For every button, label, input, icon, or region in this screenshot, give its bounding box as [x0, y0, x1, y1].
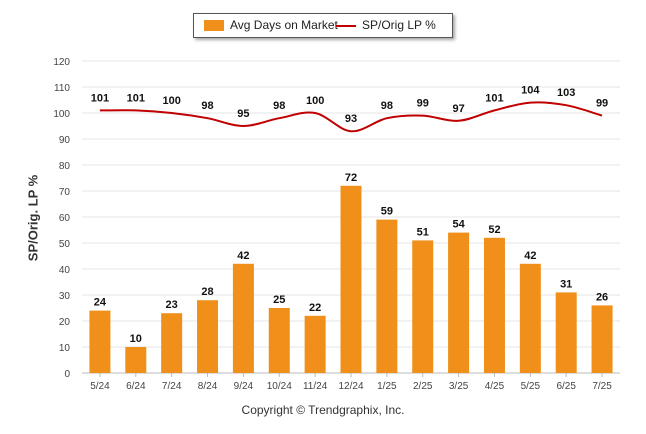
y-tick-label: 40	[59, 265, 71, 276]
bar	[304, 315, 326, 373]
y-tick-label: 0	[64, 369, 70, 380]
bar-value-label: 59	[381, 206, 393, 218]
bar	[340, 185, 362, 373]
bar-value-label: 26	[596, 291, 608, 303]
bar	[448, 232, 470, 373]
bar	[232, 263, 254, 373]
bar-value-label: 42	[524, 250, 536, 262]
bar	[376, 219, 398, 373]
line-series-path	[99, 101, 603, 133]
line-value-label: 103	[557, 87, 575, 99]
x-tick-label: 6/24	[126, 381, 146, 392]
x-tick-label: 6/25	[556, 381, 576, 392]
bar-value-label: 22	[309, 302, 321, 314]
y-tick-label: 80	[59, 161, 71, 172]
y-tick-label: 90	[59, 135, 71, 146]
line-value-label: 101	[127, 92, 145, 104]
bar	[555, 292, 577, 373]
x-tick-label: 8/24	[198, 381, 218, 392]
x-tick-label: 9/24	[234, 381, 254, 392]
line-value-label: 98	[273, 100, 285, 112]
y-tick-label: 10	[59, 343, 71, 354]
bar-value-label: 52	[488, 224, 500, 236]
bar-value-label: 54	[452, 219, 465, 231]
legend-line-swatch	[336, 25, 356, 27]
line-value-label: 101	[485, 92, 503, 104]
line-value-label: 99	[596, 98, 608, 110]
bar-value-label: 72	[345, 172, 357, 184]
x-tick-label: 4/25	[485, 381, 505, 392]
bar-value-label: 10	[130, 333, 142, 345]
line-value-label: 100	[162, 95, 180, 107]
bar	[412, 240, 434, 373]
bar	[519, 263, 541, 373]
y-tick-label: 20	[59, 317, 71, 328]
y-tick-label: 100	[53, 109, 70, 120]
y-tick-label: 30	[59, 291, 71, 302]
legend-bar-label: Avg Days on Market	[230, 18, 338, 32]
x-tick-label: 3/25	[449, 381, 469, 392]
line-value-label: 104	[521, 85, 540, 97]
bar	[161, 313, 183, 373]
x-tick-label: 12/24	[338, 381, 363, 392]
line-value-label: 97	[452, 103, 464, 115]
bar-value-label: 25	[273, 294, 285, 306]
y-tick-label: 70	[59, 187, 71, 198]
x-tick-label: 5/24	[90, 381, 110, 392]
x-tick-label: 7/24	[162, 381, 182, 392]
line-value-label: 98	[201, 100, 213, 112]
y-tick-label: 110	[54, 83, 70, 94]
bar-value-label: 42	[237, 250, 249, 262]
bar-value-label: 23	[166, 299, 178, 311]
line-value-label: 101	[91, 92, 109, 104]
y-tick-label: 50	[59, 239, 71, 250]
copyright-text: Copyright © Trendgraphix, Inc.	[241, 403, 405, 417]
line-value-label: 98	[381, 100, 393, 112]
legend-bar-swatch	[204, 20, 224, 31]
line-value-label: 93	[345, 113, 357, 125]
x-tick-label: 2/25	[413, 381, 433, 392]
x-tick-label: 1/25	[377, 381, 397, 392]
line-value-label: 100	[306, 95, 324, 107]
bar-value-label: 24	[94, 297, 107, 309]
legend: Avg Days on Market SP/Orig LP %	[193, 13, 453, 38]
x-tick-label: 11/24	[303, 381, 328, 392]
y-tick-label: 60	[59, 213, 71, 224]
y-tick-label: 120	[53, 57, 70, 68]
line-value-label: 99	[417, 98, 429, 110]
x-tick-label: 7/25	[592, 381, 612, 392]
bar	[89, 310, 111, 373]
bar-value-label: 51	[417, 226, 429, 238]
bar	[483, 237, 505, 373]
legend-line-label: SP/Orig LP %	[362, 18, 436, 32]
bar-value-label: 31	[560, 278, 572, 290]
bar	[197, 300, 219, 373]
x-tick-label: 5/25	[521, 381, 541, 392]
bar	[591, 305, 613, 373]
x-tick-label: 10/24	[267, 381, 292, 392]
bar	[125, 347, 147, 373]
bar-value-label: 28	[201, 286, 213, 298]
bar	[268, 308, 290, 373]
line-value-label: 95	[237, 108, 249, 120]
